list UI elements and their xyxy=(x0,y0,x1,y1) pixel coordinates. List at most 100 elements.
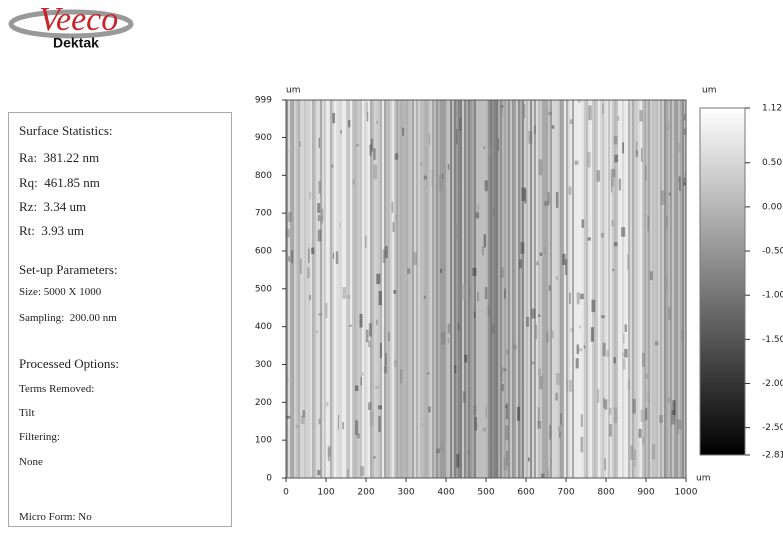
colorbar-tick-label: -2.00 xyxy=(762,379,783,389)
texture-stripe xyxy=(384,100,386,478)
texture-speck xyxy=(317,203,321,213)
texture-stripe xyxy=(300,100,302,478)
option: Terms Removed: xyxy=(19,383,95,395)
texture-speck xyxy=(633,449,636,461)
x-tick-label: 800 xyxy=(597,488,614,498)
texture-speck xyxy=(604,458,606,471)
texture-stripe xyxy=(484,100,486,478)
texture-speck xyxy=(641,353,646,367)
texture-speck xyxy=(290,250,294,264)
colorbar xyxy=(699,107,746,456)
texture-stripe xyxy=(428,100,430,478)
texture-stripe xyxy=(320,100,322,478)
texture-speck xyxy=(489,146,492,157)
texture-stripe xyxy=(502,100,504,478)
texture-stripe xyxy=(612,100,614,478)
texture-speck xyxy=(564,259,568,275)
colorbar-tick-label: 0.00 xyxy=(762,202,782,212)
texture-stripe xyxy=(624,100,626,478)
texture-speck xyxy=(523,104,526,119)
texture-stripe xyxy=(322,100,324,478)
texture-speck xyxy=(618,178,621,191)
texture-stripe xyxy=(430,100,432,478)
texture-speck xyxy=(640,409,645,422)
texture-speck xyxy=(678,419,682,430)
texture-stripe xyxy=(340,100,342,478)
texture-speck xyxy=(373,148,376,160)
texture-speck xyxy=(376,273,381,285)
texture-speck xyxy=(355,420,359,436)
texture-speck xyxy=(288,256,290,262)
texture-speck xyxy=(392,221,395,233)
texture-speck xyxy=(574,160,579,165)
texture-stripe xyxy=(552,100,554,478)
texture-speck xyxy=(569,292,571,304)
texture-stripe xyxy=(342,100,344,478)
texture-stripe xyxy=(532,100,534,478)
texture-speck xyxy=(528,457,530,462)
texture-speck xyxy=(551,125,555,129)
texture-speck xyxy=(346,468,350,478)
texture-stripe xyxy=(676,100,678,478)
texture-speck xyxy=(327,446,332,457)
stat: Rt: 3.93 um xyxy=(19,223,85,238)
texture-stripe xyxy=(636,100,638,478)
texture-speck xyxy=(539,375,543,390)
y-tick-label: 999 xyxy=(255,96,272,106)
texture-speck xyxy=(668,192,672,196)
texture-speck xyxy=(550,459,552,464)
texture-speck xyxy=(580,414,583,427)
texture-speck xyxy=(320,215,323,224)
texture-stripe xyxy=(538,100,540,478)
texture-stripe xyxy=(424,100,426,478)
texture-speck xyxy=(318,180,321,194)
texture-stripe xyxy=(298,100,300,478)
texture-stripe xyxy=(604,100,606,478)
texture-stripe xyxy=(432,100,434,478)
texture-stripe xyxy=(426,100,428,478)
texture-stripe xyxy=(388,100,390,478)
texture-stripe xyxy=(508,100,510,478)
x-tick-label: 600 xyxy=(517,488,534,498)
texture-stripe xyxy=(290,100,292,478)
texture-stripe xyxy=(526,100,528,478)
texture-speck xyxy=(475,422,478,429)
texture-speck xyxy=(541,473,545,478)
texture-speck xyxy=(533,125,536,135)
texture-speck xyxy=(431,169,434,186)
texture-speck xyxy=(388,331,391,342)
texture-speck xyxy=(503,456,508,471)
texture-stripe xyxy=(496,100,498,478)
surface-image xyxy=(286,100,686,478)
texture-stripe xyxy=(338,100,340,478)
texture-speck xyxy=(546,331,549,343)
texture-speck xyxy=(393,290,396,294)
texture-stripe xyxy=(480,100,482,478)
texture-speck xyxy=(476,204,480,219)
texture-stripe xyxy=(616,100,618,478)
texture-stripe xyxy=(664,100,666,478)
texture-stripe xyxy=(296,100,298,478)
option: Tilt xyxy=(19,407,35,419)
texture-speck xyxy=(587,237,591,241)
texture-stripe xyxy=(458,100,460,478)
texture-speck xyxy=(378,290,382,306)
texture-speck xyxy=(611,178,615,187)
texture-stripe xyxy=(684,100,686,478)
texture-speck xyxy=(654,341,659,346)
texture-stripe xyxy=(476,100,478,478)
texture-speck xyxy=(484,287,488,300)
stat: Ra: 381.22 nm xyxy=(19,150,100,165)
texture-speck xyxy=(378,405,382,410)
texture-speck xyxy=(355,385,359,392)
texture-speck xyxy=(309,295,311,301)
texture-speck xyxy=(591,299,596,313)
texture-stripe xyxy=(378,100,380,478)
texture-speck xyxy=(370,138,374,152)
texture-speck xyxy=(678,176,680,182)
texture-stripe xyxy=(630,100,632,478)
texture-speck xyxy=(335,251,339,264)
texture-speck xyxy=(356,144,359,147)
texture-stripe xyxy=(490,100,492,478)
texture-speck xyxy=(286,228,290,238)
